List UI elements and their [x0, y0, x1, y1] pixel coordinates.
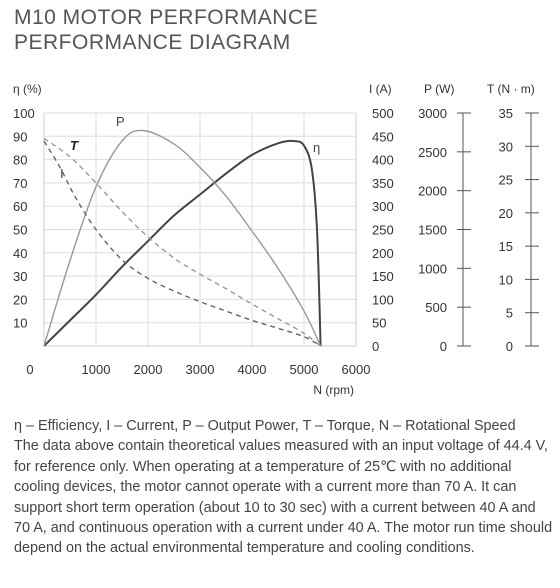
- x-axis-label: N (rpm): [313, 383, 354, 397]
- eta-tick-label: 70: [13, 176, 27, 191]
- power-tick-label: 500: [425, 300, 447, 315]
- power-tick-label: 0: [440, 339, 447, 354]
- eta-tick-label: 50: [13, 223, 27, 238]
- power-curve-label: P: [116, 114, 125, 129]
- torque-tick-label: 5: [506, 306, 513, 321]
- torque-tick-label: 20: [499, 206, 513, 221]
- x-tick-label: 5000: [290, 362, 319, 377]
- eta-tick-label: 100: [13, 106, 35, 121]
- current-tick-label: 50: [372, 316, 386, 331]
- caption-legend-line: η – Efficiency, I – Current, P – Output …: [14, 418, 516, 434]
- current-tick-label: 500: [372, 106, 394, 121]
- current-tick-label: 400: [372, 153, 394, 168]
- chart-title-line-1: M10 MOTOR PERFORMANCE: [14, 6, 319, 29]
- torque-tick-label: 30: [499, 139, 513, 154]
- power-tick-label: 2000: [418, 184, 447, 199]
- torque-tick-label: 10: [499, 272, 513, 287]
- x-tick-label: 6000: [342, 362, 371, 377]
- eta-tick-label: 60: [13, 199, 27, 214]
- power-tick-label: 3000: [418, 106, 447, 121]
- current-tick-label: 350: [372, 176, 394, 191]
- torque-curve-label: T: [70, 138, 79, 153]
- efficiency-curve: [43, 139, 322, 347]
- current-tick-label: 250: [372, 223, 394, 238]
- x-tick-label: 3000: [186, 362, 215, 377]
- eta-axis-label: η (%): [13, 82, 42, 96]
- current-tick-label: 0: [372, 339, 379, 354]
- current-tick-label: 200: [372, 246, 394, 261]
- eta-tick-label: 30: [13, 269, 27, 284]
- current-tick-label: 150: [372, 269, 394, 284]
- efficiency-curve-label: η: [313, 140, 320, 155]
- eta-tick-label: 90: [13, 129, 27, 144]
- x-tick-label: 1000: [82, 362, 111, 377]
- power-curve: [43, 129, 322, 347]
- eta-tick-label: 20: [13, 292, 27, 307]
- current-tick-label: 300: [372, 199, 394, 214]
- eta-tick-label: 10: [13, 316, 27, 331]
- current-curve-label: I: [60, 166, 64, 181]
- current-axis-label: I (A): [369, 82, 392, 96]
- x-tick-label: 4000: [238, 362, 267, 377]
- eta-tick-label: 40: [13, 246, 27, 261]
- power-axis-label: P (W): [424, 82, 454, 96]
- power-tick-label: 1000: [418, 261, 447, 276]
- eta-tick-label: 80: [13, 153, 27, 168]
- caption-body: The data above contain theoretical value…: [14, 438, 553, 557]
- power-tick-label: 2500: [418, 145, 447, 160]
- torque-tick-label: 0: [506, 339, 513, 354]
- torque-tick-label: 35: [499, 106, 513, 121]
- current-tick-label: 100: [372, 292, 394, 307]
- torque-curve: [43, 137, 322, 347]
- caption: η – Efficiency, I – Current, P – Output …: [14, 416, 554, 559]
- torque-tick-label: 15: [499, 239, 513, 254]
- x-tick-label: 0: [26, 362, 33, 377]
- current-curve: [43, 140, 321, 347]
- chart-title-line-2: PERFORMANCE DIAGRAM: [14, 31, 291, 54]
- current-tick-label: 450: [372, 129, 394, 144]
- x-tick-label: 2000: [134, 362, 163, 377]
- torque-axis-label: T (N · m): [487, 82, 535, 96]
- power-tick-label: 1500: [418, 223, 447, 238]
- torque-tick-label: 25: [499, 173, 513, 188]
